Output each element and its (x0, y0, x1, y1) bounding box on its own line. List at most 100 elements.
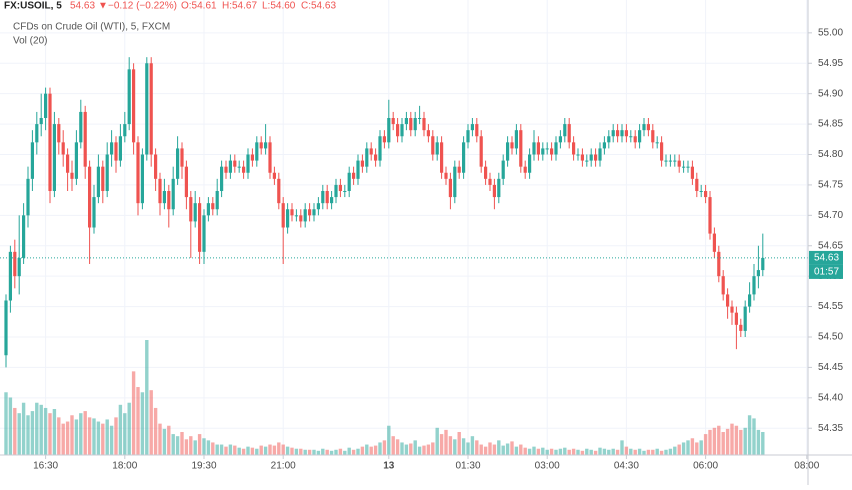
candle-body (268, 142, 272, 173)
volume-bar (52, 409, 57, 455)
volume-bar (686, 440, 690, 455)
volume-bar (312, 449, 316, 455)
candle-body (611, 130, 615, 137)
volume-bar (96, 421, 101, 455)
volume-bar (272, 445, 277, 455)
low: L:54.60 (262, 1, 296, 12)
volume-bar (695, 442, 699, 455)
candle-body (321, 191, 325, 204)
volume-bar (373, 445, 378, 455)
volume-bar (413, 440, 417, 455)
last-price: 54.63 (70, 1, 95, 12)
down-arrow: ▼ (98, 1, 108, 12)
candle-body (651, 130, 655, 143)
y-tick-label: 54.35 (818, 423, 843, 434)
volume-bar (453, 439, 457, 455)
candle-body (497, 178, 501, 198)
volume-bar (259, 445, 263, 455)
candle-body (682, 166, 686, 168)
candle-body (580, 154, 584, 161)
candle-body (105, 154, 109, 192)
volume-bar (673, 446, 677, 455)
x-tick-label: 18:00 (112, 461, 137, 472)
volume-bar (633, 449, 637, 455)
volume-bar (637, 448, 642, 455)
candle-body (374, 154, 378, 161)
candle-body (761, 257, 765, 271)
candle-body (250, 154, 254, 161)
volume-bar (431, 442, 435, 455)
candle-body (708, 197, 712, 234)
volume-bar (615, 449, 620, 455)
candle-body (620, 130, 624, 137)
candle-body (585, 160, 589, 162)
candle-body (132, 69, 136, 143)
volume-bar (752, 418, 756, 455)
candle-body (572, 142, 576, 155)
volume-bar (549, 448, 554, 455)
candle-body (475, 124, 479, 137)
candle-body (277, 178, 281, 204)
symbol: FX:USOIL, 5 (4, 1, 62, 12)
candle-body (743, 306, 747, 331)
candle-body (149, 63, 153, 155)
volume-bar (602, 448, 607, 455)
candle-body (528, 154, 532, 173)
candle-body (352, 172, 356, 179)
volume-bar (739, 429, 743, 455)
volume-bar (136, 387, 140, 455)
volume-bar (241, 448, 246, 455)
volume-bar (316, 450, 321, 455)
volume-bar (444, 429, 448, 455)
volume-bar (123, 413, 127, 455)
volume-bar (175, 436, 180, 455)
volume-bar (708, 429, 712, 455)
volume-bar (681, 442, 686, 455)
volume-bar (197, 434, 202, 455)
x-tick-label: 08:00 (794, 461, 819, 472)
candle-body (739, 324, 743, 331)
volume-bar (668, 448, 673, 455)
volume-bar (61, 423, 65, 455)
candle-body (158, 178, 162, 204)
volume-bar (4, 392, 8, 455)
candle-body (30, 142, 34, 179)
candle-body (356, 160, 360, 179)
axes: 54.3554.4054.4554.5054.5554.6054.6554.70… (33, 27, 843, 471)
volume-bar (593, 450, 598, 455)
volume-pane (4, 340, 765, 455)
volume-bar (475, 440, 479, 455)
candle-body (752, 276, 756, 295)
volume-bar (747, 415, 752, 455)
volume-bar (39, 404, 43, 455)
candle-body (756, 270, 760, 277)
candle-body (453, 166, 457, 198)
volume-bar (158, 423, 162, 455)
y-tick-label: 54.50 (818, 332, 843, 343)
volume-bar (435, 427, 439, 455)
volume-bar (360, 446, 365, 455)
candle-body (22, 215, 26, 258)
candle-body (712, 233, 716, 252)
volume-bar (162, 428, 167, 455)
candle-body (545, 148, 549, 150)
volume-bar (734, 425, 739, 455)
candle-body (237, 166, 241, 168)
candle-body (726, 294, 730, 307)
price-pane (0, 57, 808, 368)
volume-bar (607, 449, 611, 455)
volume-bar (79, 413, 83, 455)
candle-body (391, 118, 395, 125)
candle-body (378, 136, 382, 161)
candle-body (303, 209, 307, 222)
candle-body (338, 184, 342, 192)
volume-bar (536, 448, 541, 455)
candle-body (567, 124, 571, 143)
candle-body (184, 166, 188, 198)
candle-body (74, 142, 78, 179)
candle-body (242, 166, 246, 173)
volume-bar (351, 449, 356, 455)
volume-bar (250, 447, 255, 455)
candle-body (39, 118, 43, 125)
candle-body (536, 142, 540, 155)
